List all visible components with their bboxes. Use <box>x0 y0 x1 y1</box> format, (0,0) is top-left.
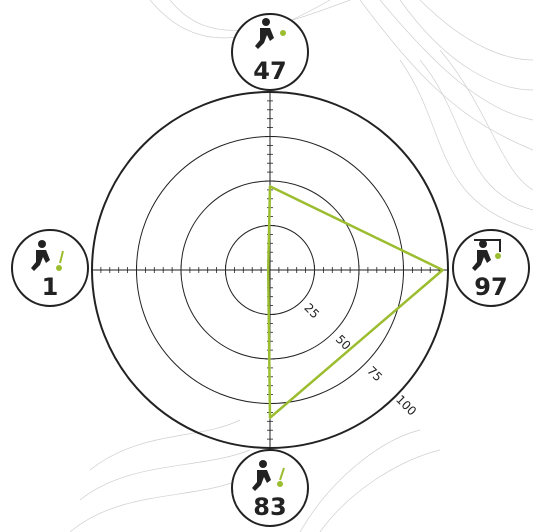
value-label: 83 <box>253 493 286 521</box>
value-label: 97 <box>474 273 507 301</box>
ring-label: 100 <box>393 392 419 418</box>
value-label: 1 <box>42 273 59 301</box>
ring-label: 75 <box>364 364 385 385</box>
icon-badges <box>11 13 530 527</box>
data-polygon <box>266 185 444 419</box>
value-label: 47 <box>253 57 286 85</box>
ring-label: 25 <box>301 301 322 322</box>
